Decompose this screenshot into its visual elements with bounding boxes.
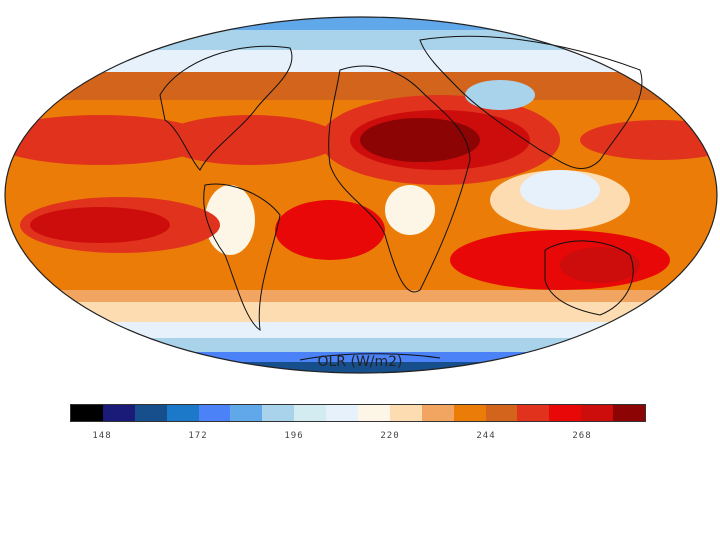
colorbar-tick-label: 172 xyxy=(188,431,208,441)
colorbar-cell xyxy=(326,405,359,421)
colorbar-title: OLR (W/m2) xyxy=(317,354,403,370)
colorbar-tick-label: 220 xyxy=(380,431,400,441)
colorbar-cell xyxy=(198,405,231,421)
colorbar-cell xyxy=(453,405,486,421)
south-america-outline xyxy=(203,183,281,332)
colorbar-cell xyxy=(71,405,103,421)
colorbar-cell xyxy=(389,405,422,421)
antarctica-outline xyxy=(299,353,441,361)
colorbar-cell xyxy=(166,405,199,421)
colorbar-cell xyxy=(517,405,550,421)
colorbar-cell xyxy=(262,405,295,421)
globe-outline xyxy=(4,16,718,374)
colorbar-cell xyxy=(549,405,582,421)
colorbar-cell xyxy=(134,405,167,421)
colorbar-tick-label: 196 xyxy=(284,431,304,441)
colorbar xyxy=(70,404,646,422)
north-america-outline xyxy=(159,45,293,171)
colorbar-cell xyxy=(485,405,518,421)
colorbar-cell xyxy=(294,405,327,421)
colorbar-tick-label: 268 xyxy=(572,431,592,441)
colorbar-tick-label: 244 xyxy=(476,431,496,441)
europe-africa-outline xyxy=(328,65,471,293)
colorbar-cell xyxy=(613,405,646,421)
australia-outline xyxy=(544,240,634,316)
colorbar-cell xyxy=(358,405,390,421)
colorbar-cell xyxy=(102,405,135,421)
colorbar-tick-label: 148 xyxy=(92,431,112,441)
colorbar-cell xyxy=(421,405,454,421)
colorbar-cell xyxy=(230,405,263,421)
colorbar-ticks: 148 172 196 220 244 268 xyxy=(70,431,646,445)
colorbar-cell xyxy=(581,405,614,421)
